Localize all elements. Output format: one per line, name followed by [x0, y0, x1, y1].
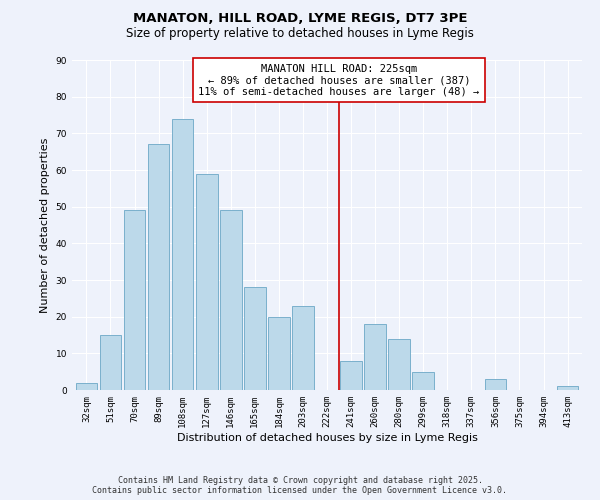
- Bar: [196, 174, 218, 390]
- Bar: [172, 118, 193, 390]
- Bar: [364, 324, 386, 390]
- Bar: [268, 316, 290, 390]
- Bar: [220, 210, 242, 390]
- Bar: [557, 386, 578, 390]
- Bar: [388, 338, 410, 390]
- Text: Contains HM Land Registry data © Crown copyright and database right 2025.
Contai: Contains HM Land Registry data © Crown c…: [92, 476, 508, 495]
- Bar: [100, 335, 121, 390]
- Text: MANATON, HILL ROAD, LYME REGIS, DT7 3PE: MANATON, HILL ROAD, LYME REGIS, DT7 3PE: [133, 12, 467, 26]
- Text: Size of property relative to detached houses in Lyme Regis: Size of property relative to detached ho…: [126, 28, 474, 40]
- Bar: [76, 382, 97, 390]
- Y-axis label: Number of detached properties: Number of detached properties: [40, 138, 50, 312]
- Bar: [148, 144, 169, 390]
- Bar: [124, 210, 145, 390]
- X-axis label: Distribution of detached houses by size in Lyme Regis: Distribution of detached houses by size …: [176, 432, 478, 442]
- Bar: [485, 379, 506, 390]
- Bar: [244, 288, 266, 390]
- Bar: [340, 360, 362, 390]
- Text: MANATON HILL ROAD: 225sqm
← 89% of detached houses are smaller (387)
11% of semi: MANATON HILL ROAD: 225sqm ← 89% of detac…: [199, 64, 479, 97]
- Bar: [412, 372, 434, 390]
- Bar: [292, 306, 314, 390]
